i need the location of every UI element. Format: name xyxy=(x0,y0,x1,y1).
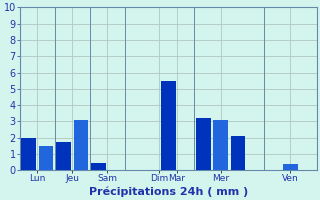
Bar xyxy=(91,163,106,170)
Bar xyxy=(74,120,88,170)
Bar xyxy=(231,136,245,170)
Bar xyxy=(283,164,298,170)
Bar xyxy=(213,120,228,170)
Bar xyxy=(196,118,211,170)
Bar xyxy=(161,81,176,170)
X-axis label: Précipitations 24h ( mm ): Précipitations 24h ( mm ) xyxy=(89,186,248,197)
Bar xyxy=(56,142,71,170)
Bar xyxy=(39,146,53,170)
Bar xyxy=(21,138,36,170)
